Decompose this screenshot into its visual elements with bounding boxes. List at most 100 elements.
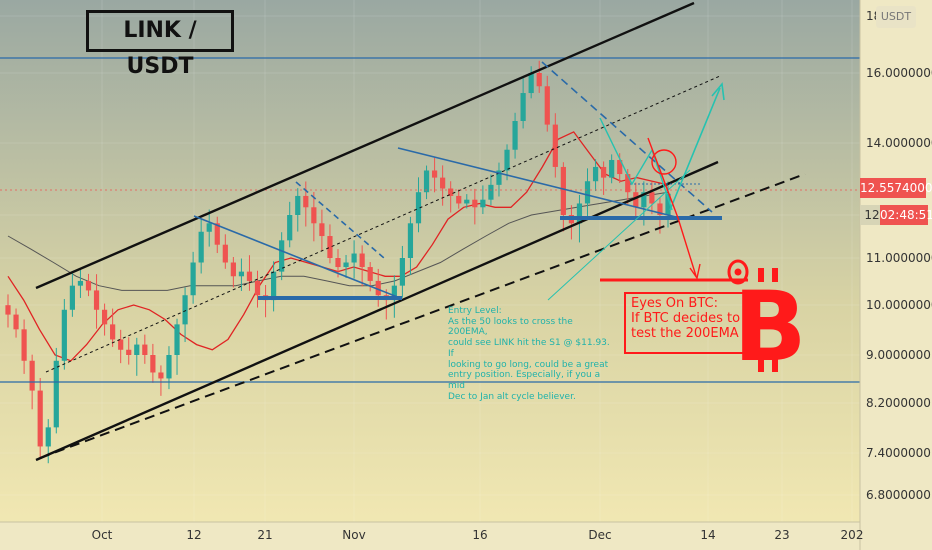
highlight-circle[interactable] xyxy=(651,149,677,175)
candle-body[interactable] xyxy=(198,231,204,263)
channel-mid-dotted[interactable] xyxy=(45,75,721,373)
candle-body[interactable] xyxy=(69,285,75,310)
candle-body[interactable] xyxy=(93,290,100,310)
candle-body[interactable] xyxy=(415,192,422,224)
candle-body[interactable] xyxy=(246,271,253,281)
y-tick-label: 7.4000000 xyxy=(866,446,931,460)
time-axis[interactable] xyxy=(0,522,860,550)
channel-lower-line[interactable] xyxy=(35,160,719,462)
candle-body[interactable] xyxy=(343,262,349,268)
candle-body[interactable] xyxy=(206,223,212,232)
candle-body[interactable] xyxy=(423,170,430,193)
candle-body[interactable] xyxy=(464,199,470,204)
bullish-arrow[interactable] xyxy=(669,87,721,211)
candle-body[interactable] xyxy=(544,86,550,125)
candle-body[interactable] xyxy=(110,324,116,340)
candle-body[interactable] xyxy=(166,355,172,379)
candle-body[interactable] xyxy=(609,159,615,178)
candle-body[interactable] xyxy=(29,360,35,391)
candle-body[interactable] xyxy=(633,192,639,208)
candle-body[interactable] xyxy=(295,195,301,215)
candle-body[interactable] xyxy=(150,355,156,373)
candle-body[interactable] xyxy=(641,192,647,208)
candle-body[interactable] xyxy=(303,195,309,208)
trend-dashed-line[interactable] xyxy=(39,173,806,459)
candle-body[interactable] xyxy=(367,267,373,281)
candle-body[interactable] xyxy=(512,121,518,150)
candle-body[interactable] xyxy=(271,271,277,301)
candle-body[interactable] xyxy=(101,309,108,325)
candle-body[interactable] xyxy=(214,223,220,245)
candle-body[interactable] xyxy=(536,73,542,87)
candle-body[interactable] xyxy=(649,192,655,204)
currency-badge[interactable]: USDT xyxy=(876,6,916,28)
candle-body[interactable] xyxy=(440,177,446,189)
dashed-down-projection[interactable] xyxy=(541,61,713,213)
candle-body[interactable] xyxy=(560,166,566,215)
candle-body[interactable] xyxy=(504,149,510,171)
btc-note: Eyes On BTC: If BTC decides to test the … xyxy=(624,292,748,354)
candle-body[interactable] xyxy=(520,93,526,122)
candle-body[interactable] xyxy=(13,314,19,330)
candle-body[interactable] xyxy=(158,372,164,379)
candle-body[interactable] xyxy=(5,305,11,315)
candle-body[interactable] xyxy=(528,73,534,94)
candle-body[interactable] xyxy=(45,427,51,447)
candle-body[interactable] xyxy=(375,280,381,296)
candle-body[interactable] xyxy=(335,258,341,268)
candle-body[interactable] xyxy=(399,258,405,286)
candle-body[interactable] xyxy=(311,207,317,224)
candle-body[interactable] xyxy=(359,253,365,268)
candle-body[interactable] xyxy=(448,188,454,196)
candle-body[interactable] xyxy=(118,339,124,350)
candle-body[interactable] xyxy=(584,181,591,204)
candle-body[interactable] xyxy=(407,223,414,258)
ema-200-line[interactable] xyxy=(7,191,669,291)
candle-body[interactable] xyxy=(279,240,285,272)
candle-body[interactable] xyxy=(230,262,236,277)
candle-body[interactable] xyxy=(319,223,325,237)
zigzag-projection[interactable] xyxy=(599,117,673,211)
candle-body[interactable] xyxy=(85,280,92,291)
candle-body[interactable] xyxy=(21,329,27,361)
candle-body[interactable] xyxy=(351,253,357,263)
candle-body[interactable] xyxy=(431,170,438,178)
candle-body[interactable] xyxy=(126,349,132,355)
candle-body[interactable] xyxy=(617,159,623,175)
candle-body[interactable] xyxy=(61,309,67,361)
candle-body[interactable] xyxy=(287,215,293,241)
price-axis[interactable] xyxy=(860,0,932,550)
candle-body[interactable] xyxy=(37,390,43,447)
candle-body[interactable] xyxy=(625,174,631,193)
candle-body[interactable] xyxy=(238,271,245,277)
candle-body[interactable] xyxy=(190,262,196,296)
bitcoin-icon-bar xyxy=(772,268,778,282)
candle-body[interactable] xyxy=(327,236,333,258)
candle-body[interactable] xyxy=(77,280,84,286)
candle-body[interactable] xyxy=(480,199,486,208)
candle-body[interactable] xyxy=(496,170,502,185)
candle-body[interactable] xyxy=(472,199,478,208)
candle-body[interactable] xyxy=(657,203,663,215)
candle-body[interactable] xyxy=(601,166,607,178)
candle-body[interactable] xyxy=(222,244,228,263)
candle-body[interactable] xyxy=(174,324,180,355)
channel-upper-line[interactable] xyxy=(35,1,695,290)
candle-body[interactable] xyxy=(182,295,188,325)
candle-body[interactable] xyxy=(552,124,558,167)
candle-body[interactable] xyxy=(576,203,583,224)
candle-body[interactable] xyxy=(592,166,599,182)
candle-body[interactable] xyxy=(254,280,261,296)
candle-body[interactable] xyxy=(391,285,397,301)
candle-body[interactable] xyxy=(488,184,494,200)
x-tick-label: Oct xyxy=(92,528,113,542)
candle-body[interactable] xyxy=(665,193,671,215)
candle-body[interactable] xyxy=(134,344,140,355)
candle-body[interactable] xyxy=(53,360,59,428)
x-tick-label: 23 xyxy=(774,528,789,542)
candle-body[interactable] xyxy=(142,344,148,355)
bearish-arrow[interactable] xyxy=(647,137,697,277)
symbol-title: LINK / USDT xyxy=(86,10,234,79)
candle-body[interactable] xyxy=(456,195,462,204)
